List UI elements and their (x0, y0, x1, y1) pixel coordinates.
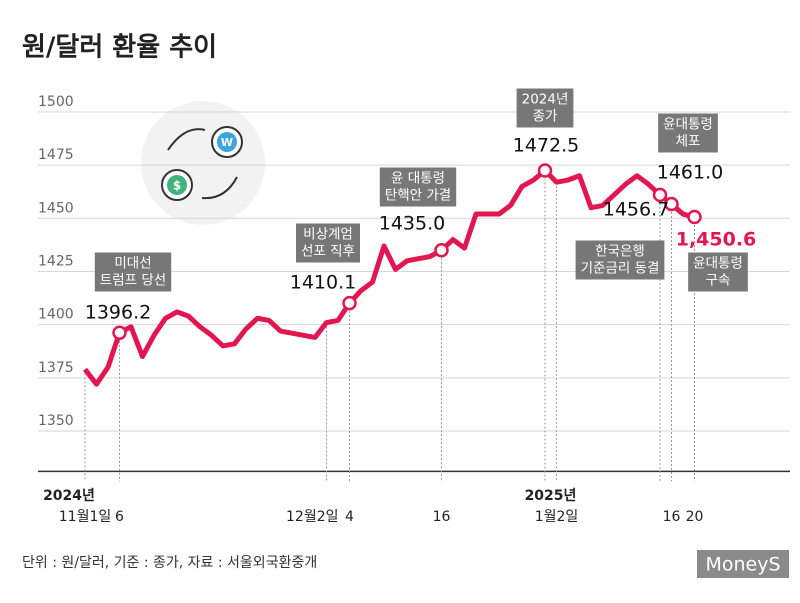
x-tick-label: 16 (433, 509, 451, 525)
y-tick-label: 1450 (38, 200, 74, 216)
value-label: 1461.0 (657, 162, 723, 184)
highlight-point (112, 325, 127, 340)
annotation-text: 한국은행 기준금리 동결 (581, 244, 660, 277)
annotation: 미대선 트럼프 당선 (94, 252, 172, 292)
y-tick-label: 1375 (38, 360, 74, 376)
annotation: 윤 대통령 탄핵안 가결 (379, 167, 457, 207)
annotation-text: 비상계엄 선포 직후 (301, 227, 355, 260)
chart-title: 원/달러 환율 추이 (22, 33, 217, 63)
svg-text:$: $ (173, 179, 181, 193)
value-label: 1456.7 (603, 199, 669, 221)
annotation-text: 미대선 트럼프 당선 (100, 256, 166, 289)
highlight-point (342, 295, 357, 311)
annotation: 윤대통령 체포 (658, 113, 718, 153)
logo-box (697, 550, 789, 578)
annotation: 윤대통령 구속 (688, 252, 748, 292)
line (83, 167, 696, 387)
y-tick-label: 1500 (38, 94, 74, 110)
footnote: 단위 : 원/달러, 기준 : 종가, 자료 : 서울외국환중개 (22, 555, 317, 571)
value-label: 1472.5 (513, 135, 579, 157)
annotation-box (516, 88, 574, 128)
y-tick-label: 1475 (38, 147, 74, 163)
annotation-text: 윤 대통령 탄핵안 가결 (385, 171, 451, 204)
svg-text:W: W (221, 136, 233, 149)
x-tick-label: 6 (115, 509, 124, 525)
annotation-text: 2024년 종가 (522, 92, 569, 125)
x-tick-label: 12월2일 (286, 509, 338, 525)
x-tick-label: 11월1일 (59, 509, 111, 525)
annotation: 2024년 종가 (516, 88, 574, 128)
value-label: 1396.2 (85, 302, 151, 324)
x-tick-label: 20 (686, 509, 704, 525)
annotation-box (296, 223, 360, 263)
annotation-box (658, 113, 718, 153)
highlight-point (652, 187, 668, 203)
x-tick-label: 4 (345, 509, 354, 525)
x-tick-label: 16 (663, 509, 681, 525)
highlight-point (687, 209, 702, 225)
annotation-text: 윤대통령 구속 (693, 256, 743, 289)
annotation: 한국은행 기준금리 동결 (575, 240, 665, 280)
annotation-box (688, 252, 748, 292)
value-label: 1,450.6 (676, 229, 757, 251)
y-tick-label: 1425 (38, 253, 74, 269)
annotation-box (575, 240, 665, 280)
value-label: 1435.0 (379, 213, 445, 235)
y-tick-label: 1350 (38, 413, 74, 429)
value-label: 1410.1 (290, 272, 356, 294)
highlight-point (434, 242, 449, 258)
year-label: 2025년 (525, 488, 577, 504)
highlight-point (664, 196, 679, 212)
currency-icon: W $ (141, 101, 265, 225)
y-tick-label: 1400 (38, 307, 74, 323)
logo: MoneyS (705, 554, 780, 576)
highlight-point (537, 163, 553, 178)
annotation-text: 윤대통령 체포 (663, 117, 713, 150)
annotation-box (379, 167, 457, 207)
annotation: 비상계엄 선포 직후 (296, 223, 360, 263)
year-label: 2024년 (43, 488, 95, 504)
annotation-box (94, 252, 172, 292)
x-tick-label: 1월2일 (535, 509, 579, 525)
